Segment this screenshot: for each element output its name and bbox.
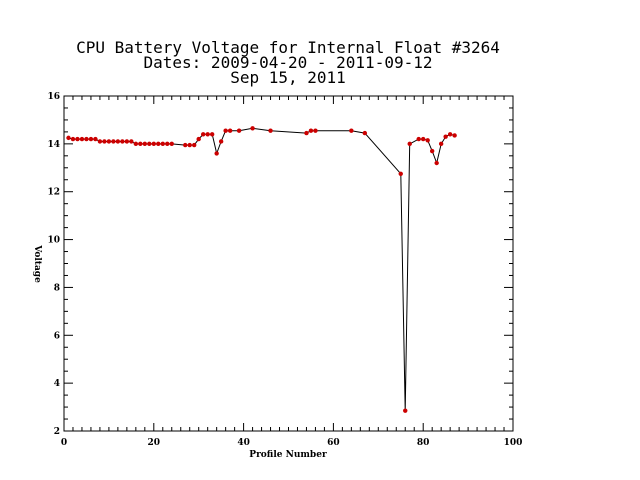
data-point bbox=[421, 136, 426, 142]
data-point bbox=[97, 139, 103, 144]
x-tick-label: 80 bbox=[417, 438, 430, 448]
y-tick-label: 12 bbox=[47, 188, 60, 198]
data-point bbox=[398, 171, 403, 176]
data-point bbox=[151, 141, 156, 147]
data-point bbox=[214, 151, 219, 156]
data-point bbox=[129, 139, 134, 144]
data-point bbox=[138, 141, 143, 147]
y-tick-label: 14 bbox=[47, 140, 60, 150]
data-point bbox=[268, 128, 273, 133]
x-axis-label: Profile Number bbox=[249, 450, 327, 460]
data-point bbox=[434, 160, 439, 166]
data-point bbox=[200, 132, 206, 137]
title-line-3: Sep 15, 2011 bbox=[230, 68, 346, 87]
data-point bbox=[84, 136, 89, 142]
data-point bbox=[452, 133, 457, 138]
data-point bbox=[438, 141, 444, 147]
data-point bbox=[205, 132, 210, 137]
y-tick-label: 8 bbox=[54, 283, 60, 293]
plot-frame bbox=[63, 95, 514, 432]
y-tick-label: 6 bbox=[54, 331, 60, 341]
x-tick-label: 0 bbox=[61, 438, 67, 448]
data-point bbox=[407, 141, 412, 147]
data-point bbox=[236, 128, 242, 133]
data-point bbox=[111, 139, 116, 144]
series-layer bbox=[66, 126, 457, 413]
axis-tick-labels: 0 20 40 60 80 100 2 4 6 8 10 12 14 16 bbox=[47, 92, 522, 448]
y-tick-label: 4 bbox=[54, 379, 60, 389]
x-tick-label: 20 bbox=[148, 438, 161, 448]
data-point bbox=[66, 135, 71, 141]
data-point bbox=[209, 132, 215, 137]
data-point bbox=[147, 141, 152, 147]
data-point bbox=[308, 128, 314, 133]
data-point bbox=[192, 142, 197, 148]
y-axis-label: Voltage bbox=[32, 244, 42, 283]
chart-title: CPU Battery Voltage for Internal Float #… bbox=[76, 38, 500, 87]
data-point bbox=[124, 139, 130, 144]
data-point bbox=[250, 126, 255, 131]
data-point bbox=[169, 141, 174, 147]
x-tick-label: 40 bbox=[237, 438, 250, 448]
data-point bbox=[416, 136, 421, 142]
data-point bbox=[443, 134, 448, 139]
data-point bbox=[187, 142, 192, 148]
data-point bbox=[165, 141, 170, 147]
data-point bbox=[115, 139, 121, 144]
data-point bbox=[447, 132, 453, 137]
data-point bbox=[196, 136, 201, 142]
data-point bbox=[106, 139, 112, 144]
data-point bbox=[403, 408, 408, 413]
data-point bbox=[79, 136, 85, 142]
data-point bbox=[160, 141, 165, 147]
data-point bbox=[362, 130, 368, 136]
data-point bbox=[120, 139, 125, 144]
data-point bbox=[183, 142, 188, 148]
data-point bbox=[70, 136, 76, 142]
y-tick-label: 16 bbox=[47, 92, 60, 102]
data-point bbox=[133, 141, 139, 147]
data-point bbox=[142, 141, 148, 147]
data-point bbox=[218, 139, 224, 144]
data-point bbox=[429, 148, 435, 154]
data-point bbox=[156, 141, 161, 147]
data-point bbox=[304, 130, 309, 136]
data-point bbox=[93, 136, 98, 142]
data-point bbox=[75, 136, 80, 142]
data-point bbox=[223, 128, 228, 133]
series-line bbox=[68, 127, 455, 411]
data-point bbox=[88, 136, 94, 142]
data-point bbox=[349, 128, 354, 133]
x-tick-label: 60 bbox=[327, 438, 340, 448]
data-point bbox=[227, 128, 233, 133]
title-line-2: Dates: 2009-04-20 - 2011-09-12 bbox=[144, 53, 433, 72]
y-tick-label: 10 bbox=[47, 236, 60, 246]
data-point bbox=[425, 138, 430, 143]
axis-ticks bbox=[63, 95, 514, 432]
x-tick-label: 100 bbox=[504, 438, 523, 448]
data-point bbox=[313, 128, 318, 133]
data-point bbox=[102, 139, 107, 144]
title-line-1: CPU Battery Voltage for Internal Float #… bbox=[76, 38, 500, 57]
y-tick-label: 2 bbox=[54, 427, 60, 437]
